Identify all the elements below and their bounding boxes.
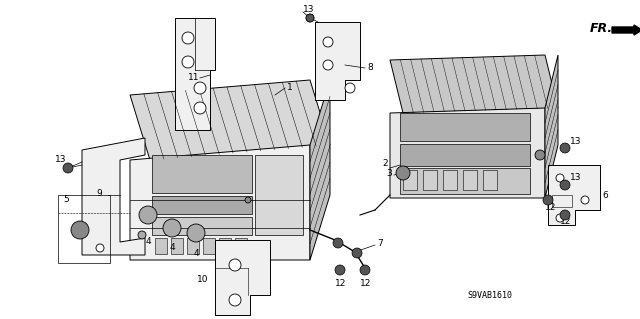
Bar bbox=[483, 170, 497, 190]
Polygon shape bbox=[390, 108, 545, 198]
Bar bbox=[463, 170, 477, 190]
Bar bbox=[423, 170, 437, 190]
Text: 10: 10 bbox=[197, 276, 209, 285]
Circle shape bbox=[335, 265, 345, 275]
Bar bbox=[152, 196, 252, 214]
Polygon shape bbox=[315, 22, 360, 100]
Circle shape bbox=[245, 197, 251, 203]
Circle shape bbox=[560, 143, 570, 153]
Polygon shape bbox=[545, 55, 558, 198]
Text: S9VAB1610: S9VAB1610 bbox=[467, 291, 513, 300]
Circle shape bbox=[229, 294, 241, 306]
Bar bbox=[58, 195, 110, 263]
Circle shape bbox=[560, 210, 570, 220]
Polygon shape bbox=[390, 55, 558, 113]
Polygon shape bbox=[130, 145, 310, 260]
Text: FR.: FR. bbox=[590, 21, 613, 34]
Circle shape bbox=[139, 206, 157, 224]
Text: 1: 1 bbox=[287, 83, 292, 92]
Text: 7: 7 bbox=[377, 239, 383, 248]
Text: 12: 12 bbox=[545, 203, 556, 211]
Text: 4: 4 bbox=[145, 238, 151, 247]
Circle shape bbox=[535, 150, 545, 160]
Circle shape bbox=[71, 221, 89, 239]
Bar bbox=[400, 168, 530, 194]
Polygon shape bbox=[215, 240, 270, 315]
Circle shape bbox=[323, 37, 333, 47]
Text: 6: 6 bbox=[602, 190, 608, 199]
Circle shape bbox=[163, 219, 181, 237]
Text: 12: 12 bbox=[360, 278, 371, 287]
Text: 9: 9 bbox=[96, 189, 102, 197]
Bar bbox=[255, 155, 303, 235]
Circle shape bbox=[194, 102, 206, 114]
Circle shape bbox=[182, 56, 194, 68]
Bar bbox=[155, 238, 167, 254]
Text: 8: 8 bbox=[367, 63, 372, 71]
Bar bbox=[152, 155, 252, 193]
Circle shape bbox=[345, 83, 355, 93]
Bar bbox=[403, 170, 417, 190]
Text: 11: 11 bbox=[188, 72, 200, 81]
Bar bbox=[235, 238, 247, 254]
Circle shape bbox=[63, 163, 73, 173]
Circle shape bbox=[396, 166, 410, 180]
Text: 3: 3 bbox=[386, 168, 392, 177]
Bar bbox=[443, 170, 457, 190]
Bar bbox=[400, 144, 530, 166]
Circle shape bbox=[352, 248, 362, 258]
Text: 13: 13 bbox=[570, 174, 582, 182]
Circle shape bbox=[333, 238, 343, 248]
Polygon shape bbox=[175, 18, 215, 130]
Text: 13: 13 bbox=[570, 137, 582, 146]
Text: 5: 5 bbox=[63, 196, 68, 204]
Polygon shape bbox=[130, 80, 330, 160]
Polygon shape bbox=[310, 80, 330, 260]
Text: 12: 12 bbox=[335, 278, 346, 287]
Circle shape bbox=[182, 32, 194, 44]
Polygon shape bbox=[548, 165, 600, 225]
Bar bbox=[552, 195, 572, 207]
Text: 12: 12 bbox=[560, 218, 572, 226]
Circle shape bbox=[360, 265, 370, 275]
Bar bbox=[171, 238, 183, 254]
Text: 13: 13 bbox=[55, 155, 67, 165]
Circle shape bbox=[194, 82, 206, 94]
Text: 2: 2 bbox=[382, 159, 388, 167]
Circle shape bbox=[138, 231, 146, 239]
Circle shape bbox=[581, 196, 589, 204]
Bar bbox=[400, 113, 530, 141]
Circle shape bbox=[556, 214, 564, 222]
Text: 4: 4 bbox=[193, 249, 199, 257]
Circle shape bbox=[560, 180, 570, 190]
Circle shape bbox=[96, 244, 104, 252]
Circle shape bbox=[306, 14, 314, 22]
Bar bbox=[187, 238, 199, 254]
Circle shape bbox=[306, 14, 314, 22]
Circle shape bbox=[187, 224, 205, 242]
Circle shape bbox=[543, 195, 553, 205]
Circle shape bbox=[323, 60, 333, 70]
Circle shape bbox=[229, 259, 241, 271]
Bar bbox=[152, 217, 252, 235]
FancyArrow shape bbox=[612, 25, 640, 35]
Bar bbox=[219, 238, 231, 254]
Circle shape bbox=[556, 174, 564, 182]
Polygon shape bbox=[82, 138, 145, 255]
Bar bbox=[203, 238, 215, 254]
Text: 4: 4 bbox=[169, 243, 175, 253]
Text: 13: 13 bbox=[303, 5, 314, 14]
